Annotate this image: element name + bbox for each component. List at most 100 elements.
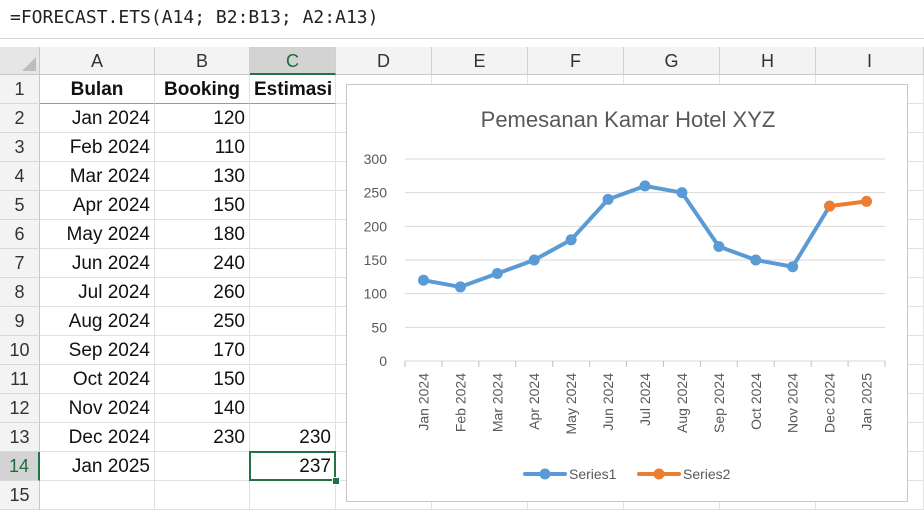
cell-a10[interactable]: Sep 2024 bbox=[40, 336, 155, 365]
active-cell-outline bbox=[249, 451, 336, 481]
cell-a11[interactable]: Oct 2024 bbox=[40, 365, 155, 394]
column-header-g[interactable]: G bbox=[624, 47, 720, 75]
y-tick-label: 300 bbox=[364, 151, 388, 167]
cell-b10[interactable]: 170 bbox=[155, 336, 250, 365]
cell-b14[interactable] bbox=[155, 452, 250, 481]
row-header-6[interactable]: 6 bbox=[0, 220, 40, 249]
column-header-c[interactable]: C bbox=[250, 47, 336, 75]
fill-handle[interactable] bbox=[332, 477, 340, 485]
x-tick-label: Nov 2024 bbox=[785, 373, 801, 433]
x-tick-label: Mar 2024 bbox=[489, 373, 505, 432]
row-header-13[interactable]: 13 bbox=[0, 423, 40, 452]
cell-c12[interactable] bbox=[250, 394, 336, 423]
row-header-9[interactable]: 9 bbox=[0, 307, 40, 336]
row-header-7[interactable]: 7 bbox=[0, 249, 40, 278]
cell-a3[interactable]: Feb 2024 bbox=[40, 133, 155, 162]
data-point-series1 bbox=[750, 254, 762, 266]
cell-b2[interactable]: 120 bbox=[155, 104, 250, 133]
cell-c4[interactable] bbox=[250, 162, 336, 191]
formula-text[interactable]: =FORECAST.ETS(A14; B2:B13; A2:A13) bbox=[10, 7, 379, 28]
cell-c15[interactable] bbox=[250, 481, 336, 510]
y-tick-label: 50 bbox=[371, 319, 387, 335]
series-line-series1 bbox=[421, 183, 832, 289]
row-header-12[interactable]: 12 bbox=[0, 394, 40, 423]
x-tick-label: Sep 2024 bbox=[711, 373, 727, 433]
x-tick-label: May 2024 bbox=[563, 373, 579, 435]
cell-a6[interactable]: May 2024 bbox=[40, 220, 155, 249]
cell-c13[interactable]: 230 bbox=[250, 423, 336, 452]
row-header-15[interactable]: 15 bbox=[0, 481, 40, 510]
cell-a7[interactable]: Jun 2024 bbox=[40, 249, 155, 278]
chart[interactable]: Pemesanan Kamar Hotel XYZ 0 50 100 150 200 250… bbox=[346, 84, 908, 502]
row-header-10[interactable]: 10 bbox=[0, 336, 40, 365]
cell-a15[interactable] bbox=[40, 481, 155, 510]
cell-b15[interactable] bbox=[155, 481, 250, 510]
cell-c1[interactable]: Estimasi bbox=[250, 75, 336, 104]
data-point-series1 bbox=[528, 254, 540, 266]
column-header-i[interactable]: I bbox=[816, 47, 924, 75]
cell-c3[interactable] bbox=[250, 133, 336, 162]
cell-c2[interactable] bbox=[250, 104, 336, 133]
cell-b1[interactable]: Booking bbox=[155, 75, 250, 104]
data-point-series2 bbox=[824, 200, 836, 212]
legend-label: Series1 bbox=[569, 466, 617, 482]
y-tick-label: 0 bbox=[379, 353, 387, 369]
cell-b13[interactable]: 230 bbox=[155, 423, 250, 452]
cell-a9[interactable]: Aug 2024 bbox=[40, 307, 155, 336]
toolbar-gap bbox=[0, 39, 924, 47]
cell-b8[interactable]: 260 bbox=[155, 278, 250, 307]
x-tick-label: Aug 2024 bbox=[674, 373, 690, 433]
column-header-h[interactable]: H bbox=[720, 47, 816, 75]
column-header-b[interactable]: B bbox=[155, 47, 250, 75]
data-point-series1 bbox=[491, 267, 503, 279]
data-point-series1 bbox=[417, 274, 429, 286]
row-header-5[interactable]: 5 bbox=[0, 191, 40, 220]
cell-a1[interactable]: Bulan bbox=[40, 75, 155, 104]
cell-a12[interactable]: Nov 2024 bbox=[40, 394, 155, 423]
row-header-3[interactable]: 3 bbox=[0, 133, 40, 162]
data-point-series1 bbox=[639, 180, 651, 192]
cell-c8[interactable] bbox=[250, 278, 336, 307]
formula-bar[interactable]: =FORECAST.ETS(A14; B2:B13; A2:A13) bbox=[0, 0, 924, 39]
cell-b11[interactable]: 150 bbox=[155, 365, 250, 394]
cell-c11[interactable] bbox=[250, 365, 336, 394]
cell-b9[interactable]: 250 bbox=[155, 307, 250, 336]
data-point-series1 bbox=[713, 241, 725, 253]
cell-c7[interactable] bbox=[250, 249, 336, 278]
x-tick-label: Oct 2024 bbox=[748, 373, 764, 430]
cell-b4[interactable]: 130 bbox=[155, 162, 250, 191]
y-tick-label: 100 bbox=[364, 286, 388, 302]
column-header-a[interactable]: A bbox=[40, 47, 155, 75]
row-header-14[interactable]: 14 bbox=[0, 452, 40, 481]
data-point-series1 bbox=[454, 281, 466, 293]
cell-b12[interactable]: 140 bbox=[155, 394, 250, 423]
data-point-series1 bbox=[602, 193, 614, 205]
cell-a5[interactable]: Apr 2024 bbox=[40, 191, 155, 220]
cell-c6[interactable] bbox=[250, 220, 336, 249]
cell-c5[interactable] bbox=[250, 191, 336, 220]
cell-a2[interactable]: Jan 2024 bbox=[40, 104, 155, 133]
cell-c10[interactable] bbox=[250, 336, 336, 365]
row-header-8[interactable]: 8 bbox=[0, 278, 40, 307]
cell-a4[interactable]: Mar 2024 bbox=[40, 162, 155, 191]
select-all-corner[interactable] bbox=[0, 47, 40, 75]
row-header-1[interactable]: 1 bbox=[0, 75, 40, 104]
cell-b5[interactable]: 150 bbox=[155, 191, 250, 220]
x-tick-label: Jun 2024 bbox=[600, 373, 616, 431]
row-header-11[interactable]: 11 bbox=[0, 365, 40, 394]
row-header-4[interactable]: 4 bbox=[0, 162, 40, 191]
cell-a13[interactable]: Dec 2024 bbox=[40, 423, 155, 452]
column-header-f[interactable]: F bbox=[528, 47, 624, 75]
column-header-d[interactable]: D bbox=[336, 47, 432, 75]
cell-a14[interactable]: Jan 2025 bbox=[40, 452, 155, 481]
data-point-series1 bbox=[676, 187, 688, 199]
column-header-e[interactable]: E bbox=[432, 47, 528, 75]
cell-b3[interactable]: 110 bbox=[155, 133, 250, 162]
spreadsheet-grid[interactable]: A B C D E F G H I 1 Bulan Booking Estimasi 2 Jan 2024 1… bbox=[0, 47, 924, 517]
cell-b6[interactable]: 180 bbox=[155, 220, 250, 249]
cell-c9[interactable] bbox=[250, 307, 336, 336]
chart-title: Pemesanan Kamar Hotel XYZ bbox=[481, 107, 776, 132]
cell-a8[interactable]: Jul 2024 bbox=[40, 278, 155, 307]
row-header-2[interactable]: 2 bbox=[0, 104, 40, 133]
cell-b7[interactable]: 240 bbox=[155, 249, 250, 278]
